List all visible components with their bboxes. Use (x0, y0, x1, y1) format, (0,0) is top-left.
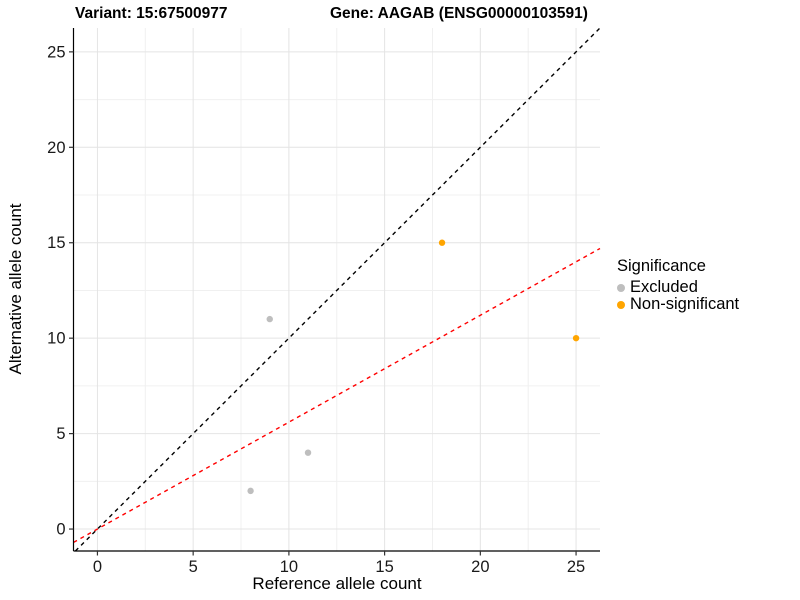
reference-lines (73, 27, 601, 552)
x-tick-label: 20 (471, 558, 489, 576)
x-tick-label: 0 (93, 558, 102, 576)
gene-title: Gene: AAGAB (ENSG00000103591) (330, 5, 588, 22)
legend-item-excluded: Excluded (617, 278, 739, 296)
legend-item-non-significant: Non-significant (617, 295, 740, 313)
axis-tick-marks (69, 51, 577, 556)
x-axis-title: Reference allele count (252, 574, 422, 593)
y-tick-label: 10 (47, 330, 65, 348)
excluded-swatch-icon (617, 283, 625, 292)
legend-label-non-significant: Non-significant (630, 295, 740, 313)
data-points (247, 239, 580, 495)
y-tick-label: 25 (47, 43, 65, 61)
plot-title-row: Variant: 15:67500977 Gene: AAGAB (ENSG00… (0, 3, 800, 25)
y-axis-title: Alternative allele count (6, 203, 25, 375)
legend-label-excluded: Excluded (630, 278, 698, 296)
y-tick-label: 5 (56, 425, 65, 443)
non-significant-swatch-icon (617, 300, 625, 309)
minor-gridlines (73, 28, 600, 551)
x-tick-label: 15 (375, 558, 393, 576)
legend: Significance Excluded Non-significant (617, 257, 739, 313)
axis-tick-labels: 0 5 10 15 20 25 0 5 10 15 20 25 (47, 43, 585, 576)
y-tick-label: 0 (56, 521, 65, 539)
variant-title: Variant: 15:67500977 (75, 5, 228, 22)
x-tick-label: 5 (189, 558, 198, 576)
axis-lines (72, 28, 600, 552)
major-gridlines (73, 28, 600, 551)
y-tick-label: 20 (47, 139, 65, 157)
x-tick-label: 25 (567, 558, 585, 576)
x-tick-label: 10 (280, 558, 298, 576)
y-tick-label: 15 (47, 234, 65, 252)
legend-title: Significance (617, 257, 706, 275)
